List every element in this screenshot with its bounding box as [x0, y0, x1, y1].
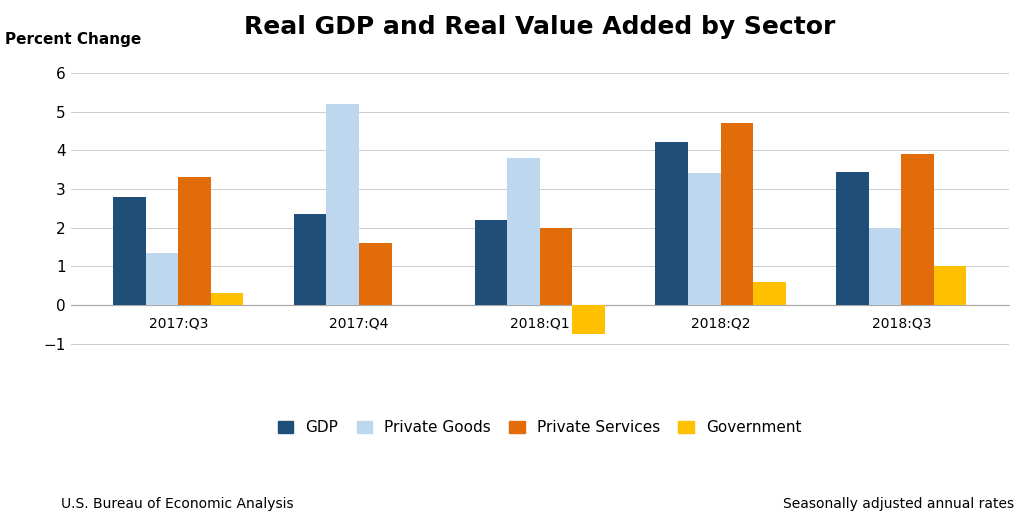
- Bar: [572, 305, 605, 334]
- Bar: [114, 197, 145, 305]
- Bar: [688, 173, 721, 305]
- Bar: [837, 171, 868, 305]
- Bar: [145, 253, 178, 305]
- Text: U.S. Bureau of Economic Analysis: U.S. Bureau of Economic Analysis: [61, 497, 294, 511]
- Bar: [475, 220, 507, 305]
- Bar: [721, 123, 753, 305]
- Bar: [294, 214, 327, 305]
- Title: Real GDP and Real Value Added by Sector: Real GDP and Real Value Added by Sector: [244, 15, 836, 39]
- Legend: GDP, Private Goods, Private Services, Government: GDP, Private Goods, Private Services, Go…: [279, 421, 802, 436]
- Bar: [507, 158, 540, 305]
- Text: Seasonally adjusted annual rates: Seasonally adjusted annual rates: [782, 497, 1014, 511]
- Bar: [540, 228, 572, 305]
- Bar: [327, 104, 359, 305]
- Bar: [655, 142, 688, 305]
- Bar: [934, 266, 967, 305]
- Bar: [868, 228, 901, 305]
- Bar: [753, 282, 785, 305]
- Text: Percent Change: Percent Change: [5, 32, 141, 47]
- Bar: [901, 154, 934, 305]
- Bar: [359, 243, 391, 305]
- Bar: [178, 178, 211, 305]
- Bar: [211, 294, 244, 305]
